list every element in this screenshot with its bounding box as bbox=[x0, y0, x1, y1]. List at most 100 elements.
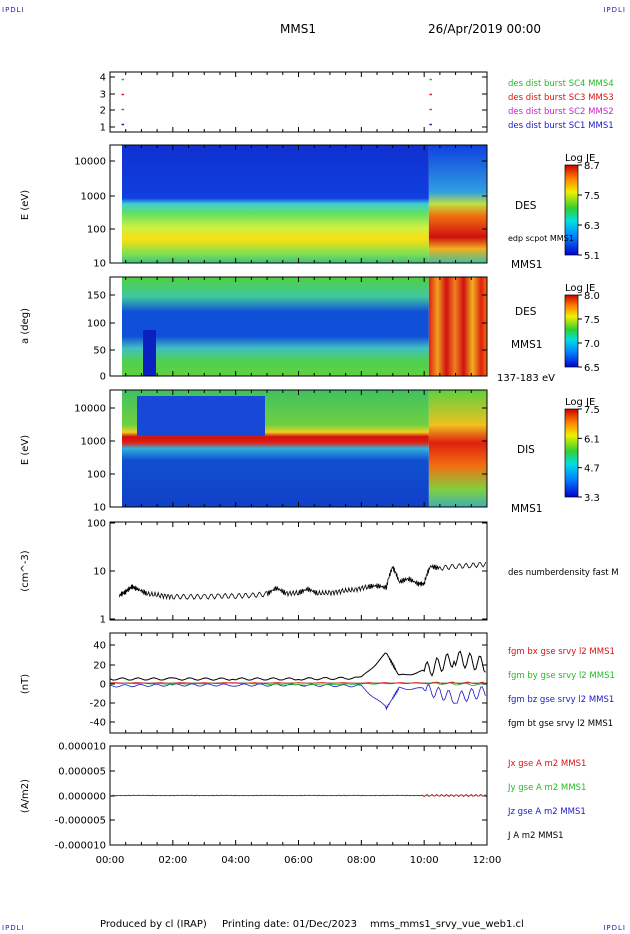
x-tick-label: 10:00 bbox=[410, 855, 439, 866]
colorbar-tick-label: 8.0 bbox=[584, 291, 600, 302]
y-tick-label: 1000 bbox=[81, 437, 106, 448]
mms1-label: MMS1 bbox=[511, 503, 542, 515]
colorbar-tick-label: 7.5 bbox=[584, 191, 600, 202]
colorbar-tick-label: 6.3 bbox=[584, 221, 600, 232]
corner-mark-bottom-right: IPDLI bbox=[603, 924, 626, 932]
y-tick-label: 1000 bbox=[81, 192, 106, 203]
fgm-series-line bbox=[109, 650, 486, 681]
y-tick-label: 2 bbox=[100, 106, 106, 117]
y-tick-label: 100 bbox=[87, 319, 106, 330]
des-energy-spectrogram-late bbox=[428, 145, 487, 263]
corner-mark-top-left: IPDLI bbox=[2, 6, 25, 14]
y-tick-label: 40 bbox=[93, 641, 106, 652]
burst-legend-entry: des dist burst SC1 MMS1 bbox=[508, 121, 614, 131]
colorbar bbox=[564, 294, 579, 368]
y-tick-label: 0.000000 bbox=[58, 792, 106, 803]
y-tick-label: 1 bbox=[100, 123, 106, 134]
footer-filename: mms_mms1_srvy_vue_web1.cl bbox=[370, 919, 524, 930]
scpot-label: edp scpot MMS1 bbox=[508, 234, 574, 243]
footer-produced: Produced by cl (IRAP) bbox=[100, 919, 207, 930]
y-tick-label: -0.000005 bbox=[55, 816, 106, 827]
des-pitch-dropout bbox=[143, 330, 156, 376]
fgm-legend-entry: fgm bx gse srvy l2 MMS1 bbox=[508, 647, 615, 657]
colorbar-tick-label: 6.1 bbox=[584, 434, 600, 445]
x-tick-label: 04:00 bbox=[221, 855, 250, 866]
mms1-label: MMS1 bbox=[511, 259, 542, 271]
y-tick-label: 1 bbox=[100, 615, 106, 626]
y-tick-label: -0.000010 bbox=[55, 841, 106, 852]
colorbar-title: Log JE bbox=[565, 397, 595, 408]
colorbar-tick-label: 7.5 bbox=[584, 315, 600, 326]
corner-mark-top-right: IPDLI bbox=[603, 6, 626, 14]
y-axis-label: E (eV) bbox=[20, 190, 31, 220]
fgm-legend-entry: fgm by gse srvy l2 MMS1 bbox=[508, 671, 615, 681]
panel-frame bbox=[109, 521, 488, 621]
y-tick-label: -40 bbox=[90, 718, 106, 729]
x-tick-label: 08:00 bbox=[347, 855, 376, 866]
colorbar-tick-label: 7.5 bbox=[584, 405, 600, 416]
y-tick-label: 0 bbox=[100, 680, 106, 691]
colorbar-tick-label: 4.7 bbox=[584, 464, 600, 475]
colorbar-tick-label: 8.7 bbox=[584, 161, 600, 172]
y-axis-label: (cm^-3) bbox=[20, 550, 31, 591]
colorbar-tick-label: 5.1 bbox=[584, 251, 600, 262]
colorbar-tick-label: 6.5 bbox=[584, 363, 600, 374]
y-tick-label: 10 bbox=[93, 567, 106, 578]
des-label: DES bbox=[515, 200, 537, 212]
y-tick-label: 100 bbox=[87, 225, 106, 236]
y-tick-label: 10 bbox=[93, 259, 106, 270]
des-energy-spectrogram bbox=[122, 145, 429, 263]
dis-low-flux-block bbox=[137, 396, 265, 436]
current-series-line bbox=[109, 793, 486, 798]
corner-mark-bottom-left: IPDLI bbox=[2, 924, 25, 932]
y-tick-label: 0.000005 bbox=[58, 767, 106, 778]
y-axis-label: (nT) bbox=[20, 674, 31, 694]
y-tick-label: 150 bbox=[87, 291, 106, 302]
energy-range-label: 137-183 eV bbox=[497, 373, 555, 384]
y-tick-label: 10000 bbox=[74, 157, 106, 168]
colorbar-title: Log JE bbox=[565, 153, 595, 164]
density-legend-entry: des numberdensity fast M bbox=[508, 568, 619, 578]
current-legend-entry: J A m2 MMS1 bbox=[507, 831, 564, 841]
colorbar-title: Log JE bbox=[565, 283, 595, 294]
y-tick-label: 10000 bbox=[74, 404, 106, 415]
x-tick-label: 02:00 bbox=[158, 855, 187, 866]
burst-legend-entry: des dist burst SC3 MMS3 bbox=[508, 93, 614, 103]
spacecraft-title: MMS1 bbox=[280, 22, 316, 36]
y-tick-label: 0 bbox=[100, 372, 106, 383]
y-tick-label: 10 bbox=[93, 503, 106, 514]
des-pitch-spectrogram bbox=[122, 277, 429, 376]
dis-label: DIS bbox=[517, 444, 535, 456]
fgm-series-line bbox=[109, 681, 484, 685]
current-legend-entry: Jz gse A m2 MMS1 bbox=[507, 807, 586, 817]
burst-legend-entry: des dist burst SC4 MMS4 bbox=[508, 79, 614, 89]
y-tick-label: 0.000010 bbox=[58, 742, 106, 753]
y-tick-label: 4 bbox=[100, 73, 106, 84]
fgm-series-line bbox=[109, 683, 486, 711]
colorbar bbox=[564, 408, 579, 498]
footer-printing-date: Printing date: 01/Dec/2023 bbox=[222, 919, 358, 930]
current-legend-entry: Jx gse A m2 MMS1 bbox=[507, 759, 586, 769]
y-tick-label: -20 bbox=[90, 699, 106, 710]
colorbar bbox=[564, 164, 579, 256]
y-tick-label: 50 bbox=[93, 346, 106, 357]
y-tick-label: 100 bbox=[87, 519, 106, 530]
x-tick-label: 06:00 bbox=[284, 855, 313, 866]
burst-legend-entry: des dist burst SC2 MMS2 bbox=[508, 107, 614, 117]
x-tick-label: 12:00 bbox=[473, 855, 502, 866]
panel-frame bbox=[109, 71, 488, 133]
fgm-legend-entry: fgm bt gse srvy l2 MMS1 bbox=[508, 719, 613, 729]
y-tick-label: 20 bbox=[93, 661, 106, 672]
x-tick-label: 00:00 bbox=[96, 855, 125, 866]
y-tick-label: 100 bbox=[87, 470, 106, 481]
dis-energy-spectrogram-late bbox=[428, 390, 487, 507]
y-axis-label: (A/m2) bbox=[20, 779, 31, 813]
y-axis-label: a (deg) bbox=[20, 308, 31, 344]
datetime-title: 26/Apr/2019 00:00 bbox=[428, 22, 542, 36]
colorbar-tick-label: 7.0 bbox=[584, 339, 600, 350]
density-series-line bbox=[119, 561, 487, 601]
des-label: DES bbox=[515, 306, 537, 318]
y-axis-label: E (eV) bbox=[20, 435, 31, 465]
y-tick-label: 3 bbox=[100, 90, 106, 101]
